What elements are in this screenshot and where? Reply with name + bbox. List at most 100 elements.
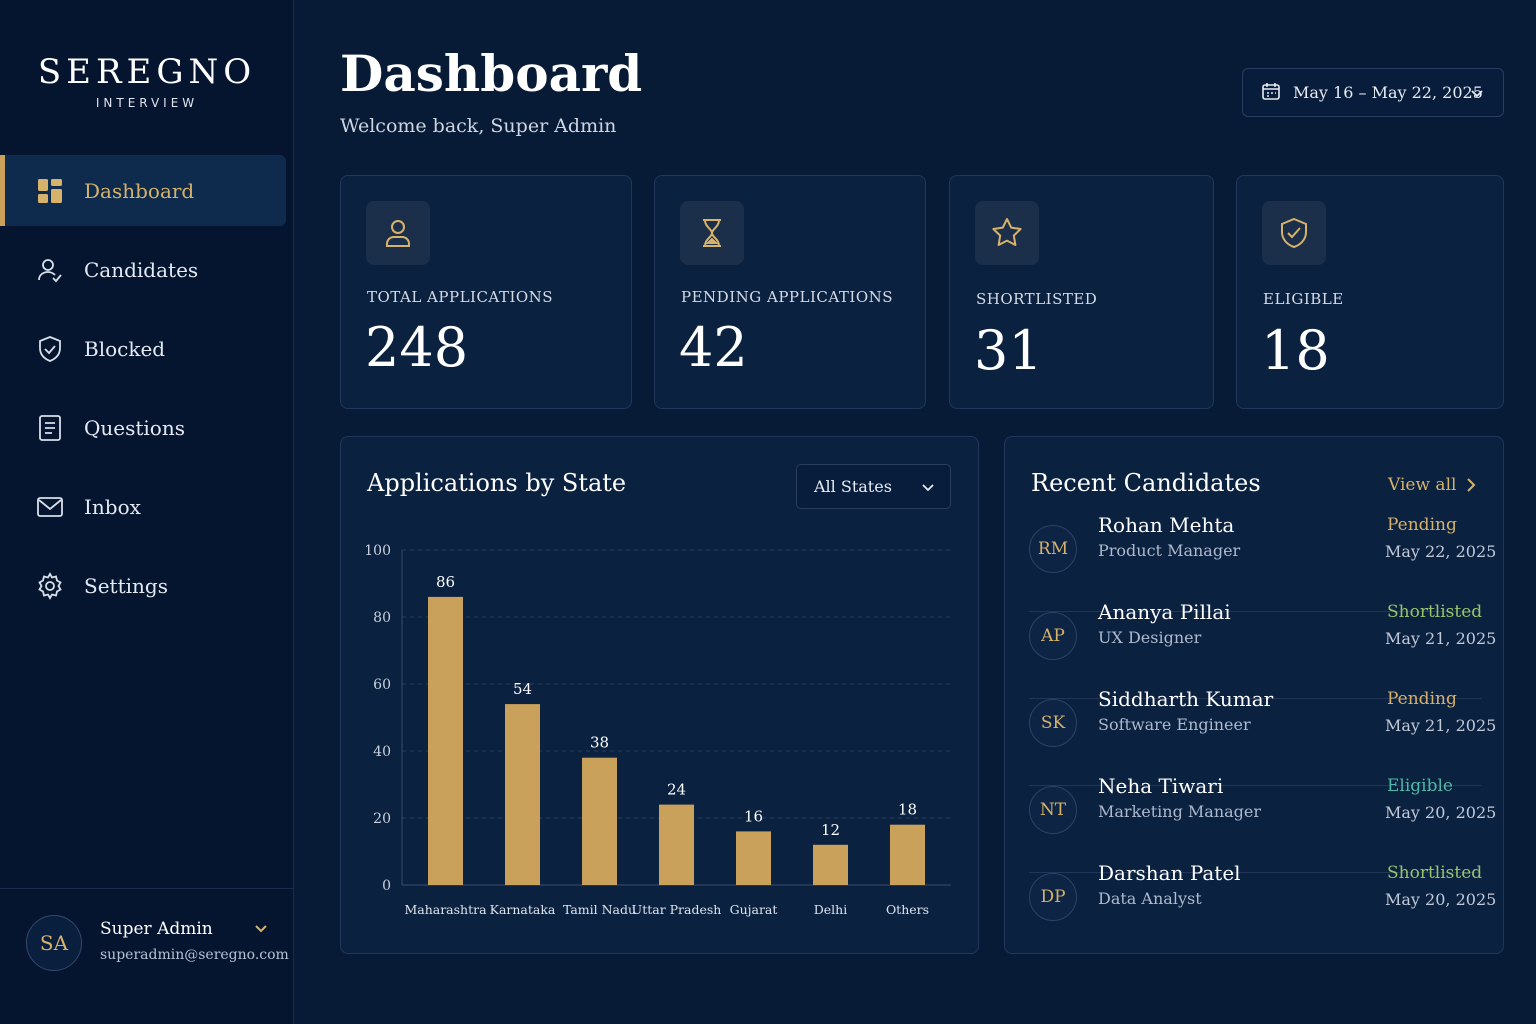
x-tick-label: Maharashtra (404, 902, 487, 917)
hourglass-icon (680, 201, 744, 265)
candidate-role: Product Manager (1098, 541, 1241, 560)
stat-value: 31 (974, 319, 1043, 382)
state-filter-select[interactable]: All States (796, 464, 951, 509)
candidate-row[interactable]: NT Neha Tiwari Marketing Manager Eligibl… (1029, 774, 1496, 873)
sidebar-item-settings[interactable]: Settings (0, 550, 286, 621)
stat-label: ELIGIBLE (1263, 290, 1344, 308)
x-tick-label: Others (886, 902, 929, 917)
status-badge: Shortlisted (1387, 602, 1483, 622)
sidebar-item-label: Inbox (84, 494, 141, 519)
candidate-role: Software Engineer (1098, 715, 1251, 734)
data-label: 54 (513, 680, 532, 698)
sidebar-nav: Dashboard Candidates Blocked Questions I… (0, 155, 294, 629)
candidate-name: Neha Tiwari (1098, 774, 1224, 798)
candidate-role: Marketing Manager (1098, 802, 1262, 821)
welcome-message: Welcome back, Super Admin (340, 115, 617, 137)
view-all-link[interactable]: View all (1388, 475, 1476, 495)
status-badge: Shortlisted (1387, 863, 1483, 883)
dashboard-icon (36, 177, 64, 205)
candidate-row[interactable]: SK Siddharth Kumar Software Engineer Pen… (1029, 687, 1496, 786)
chevron-down-icon (920, 480, 936, 499)
state-filter-value: All States (814, 477, 892, 496)
shield-icon (36, 335, 64, 363)
data-label: 18 (898, 801, 917, 819)
candidate-date: May 22, 2025 (1385, 542, 1497, 561)
data-label: 24 (667, 781, 686, 799)
candidate-role: Data Analyst (1098, 889, 1202, 908)
status-badge: Pending (1387, 689, 1457, 709)
recent-candidates-card: Recent Candidates View all RM Rohan Meht… (1004, 436, 1504, 954)
bar (813, 844, 848, 885)
user-icon (366, 201, 430, 265)
avatar: AP (1029, 612, 1077, 660)
sidebar-item-label: Questions (84, 415, 185, 440)
bar (505, 704, 540, 885)
document-icon (36, 414, 64, 442)
candidate-name: Rohan Mehta (1098, 513, 1235, 537)
applications-by-state-card: Applications by State All States 0 20 40 60… (340, 436, 979, 954)
stat-value: 18 (1261, 319, 1330, 382)
candidate-date: May 20, 2025 (1385, 890, 1497, 909)
chevron-right-icon (1467, 478, 1476, 492)
candidate-row[interactable]: AP Ananya Pillai UX Designer Shortlisted… (1029, 600, 1496, 699)
stat-card-shortlisted[interactable]: SHORTLISTED 31 (949, 175, 1214, 409)
chart-title: Applications by State (367, 469, 627, 497)
candidate-role: UX Designer (1098, 628, 1202, 647)
stat-value: 248 (365, 316, 469, 379)
user-name: Super Admin (100, 919, 213, 939)
sidebar-item-label: Blocked (84, 336, 166, 361)
shield-check-icon (1262, 201, 1326, 265)
bar (428, 596, 463, 885)
y-tick-label: 40 (373, 744, 391, 760)
sidebar-item-candidates[interactable]: Candidates (0, 234, 286, 305)
sidebar-item-label: Candidates (84, 257, 199, 282)
bar (659, 804, 694, 885)
brand-name: SEREGNO (37, 52, 257, 92)
bar-chart: 0 20 40 60 80 100 86 Maharashtra 54 Karnataka 38 Ta… (364, 543, 951, 917)
data-label: 16 (744, 807, 763, 825)
status-badge: Pending (1387, 515, 1457, 535)
stat-card-total-applications[interactable]: TOTAL APPLICATIONS 248 (340, 175, 632, 409)
sidebar-item-questions[interactable]: Questions (0, 392, 286, 463)
stat-card-pending-applications[interactable]: PENDING APPLICATIONS 42 (654, 175, 926, 409)
candidate-name: Siddharth Kumar (1098, 687, 1274, 711)
mail-icon (36, 493, 64, 521)
status-badge: Eligible (1387, 776, 1453, 796)
date-range-picker[interactable]: May 16 – May 22, 2025 (1242, 68, 1504, 117)
gear-icon (36, 571, 64, 600)
candidate-row[interactable]: DP Darshan Patel Data Analyst Shortliste… (1029, 861, 1496, 960)
avatar: SA (26, 915, 82, 971)
avatar: NT (1029, 786, 1077, 834)
chevron-down-icon (1469, 86, 1485, 105)
avatar: SK (1029, 699, 1077, 747)
brand-subtitle: INTERVIEW (95, 96, 199, 110)
stat-card-eligible[interactable]: ELIGIBLE 18 (1236, 175, 1504, 409)
candidate-date: May 21, 2025 (1385, 716, 1497, 735)
sidebar-item-dashboard[interactable]: Dashboard (0, 155, 286, 226)
chevron-down-icon[interactable] (252, 921, 270, 940)
sidebar: SEREGNO INTERVIEW Dashboard Candidates B… (0, 0, 294, 1024)
star-icon (975, 201, 1039, 265)
bar (582, 757, 617, 885)
candidate-name: Ananya Pillai (1098, 600, 1231, 624)
y-tick-label: 60 (373, 677, 391, 693)
candidate-name: Darshan Patel (1098, 861, 1241, 885)
date-range-text: May 16 – May 22, 2025 (1293, 83, 1483, 102)
page-title: Dashboard (340, 44, 643, 103)
avatar: DP (1029, 873, 1077, 921)
sidebar-item-inbox[interactable]: Inbox (0, 471, 286, 542)
bar (890, 824, 925, 885)
user-email: superadmin@seregno.com (100, 947, 289, 963)
calendar-icon (1261, 81, 1281, 105)
x-tick-label: Gujarat (730, 902, 778, 917)
sidebar-item-blocked[interactable]: Blocked (0, 313, 286, 384)
x-tick-label: Tamil Nadu (563, 902, 636, 917)
sidebar-item-label: Dashboard (84, 178, 195, 203)
brand-logo[interactable]: SEREGNO INTERVIEW (0, 52, 294, 110)
candidate-row[interactable]: RM Rohan Mehta Product Manager Pending M… (1029, 513, 1496, 612)
user-profile[interactable]: SA Super Admin superadmin@seregno.com (0, 888, 294, 1024)
stat-label: TOTAL APPLICATIONS (367, 288, 554, 306)
data-label: 12 (821, 821, 840, 839)
x-tick-label: Delhi (814, 902, 847, 917)
candidate-date: May 21, 2025 (1385, 629, 1497, 648)
